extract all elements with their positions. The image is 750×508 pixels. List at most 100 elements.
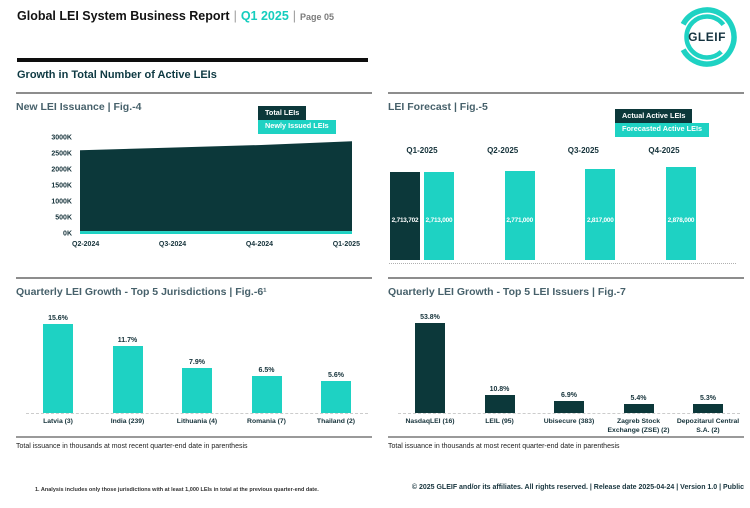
bar-value-label: 7.9% [189, 359, 205, 366]
category-label: Q4-2025 [648, 146, 680, 155]
y-tick-label: 2000K [51, 166, 72, 174]
section-divider-bar [17, 58, 368, 62]
category-label: India (239) [110, 418, 145, 425]
bar-value-label: 6.5% [258, 367, 275, 374]
bar-value-label: 2,817,000 [586, 217, 614, 224]
baseline-fig5 [389, 263, 736, 264]
report-period: Q1 2025 [240, 9, 289, 23]
report-page-number: Page 05 [300, 12, 335, 22]
category-label: Q1-2025 [406, 146, 438, 155]
x-tick-label: Q2-2024 [72, 241, 100, 248]
y-tick-label: 1500K [51, 182, 72, 190]
category-label: Q3-2025 [567, 146, 599, 155]
category-label: LEIL (95) [485, 418, 514, 425]
category-label: Zagreb Stock Exchange (ZSE) (2) [607, 418, 670, 434]
bar [693, 404, 723, 413]
forecast-bar-group: Q4-2025 2,878,000 [631, 146, 697, 260]
category-label: Romania (7) [247, 418, 286, 425]
bar-chart-fig6: 15.6% 11.7% 7.9% 6.5% 5.6% [26, 303, 368, 414]
y-tick-label: 3000K [51, 134, 72, 142]
bar [321, 381, 351, 413]
bar-column: 10.8% [468, 386, 532, 413]
bar-column: 7.9% [165, 359, 229, 413]
bar [623, 403, 654, 413]
legend-item: Newly Issued LEIs [258, 119, 336, 134]
bar-value-label: 2,771,000 [506, 217, 533, 224]
logo-text: GLEIF [688, 30, 726, 44]
bar-value-label: 5.4% [630, 394, 647, 402]
chart-title-fig6: Quarterly LEI Growth - Top 5 Jurisdictio… [16, 286, 267, 298]
header-separator-2: | [292, 9, 297, 23]
bar-value-label: 5.6% [328, 372, 344, 380]
bar-column: 6.5% [235, 367, 299, 413]
panel-top5-issuers: Quarterly LEI Growth - Top 5 LEI Issuers… [388, 277, 744, 461]
logo-rings-icon [677, 7, 737, 67]
chart-note-fig6: Total issuance in thousands at most rece… [16, 443, 248, 450]
bar-column: 5.6% [304, 372, 368, 413]
note-divider [388, 436, 744, 438]
forecast-bar-group: Q3-2025 2,817,000 [550, 146, 616, 260]
y-axis-fig4: 3000K 2500K 2000K 1500K 1000K 500K 0K [28, 134, 72, 238]
bar-actual: 2,713,702 [390, 172, 420, 260]
legend-fig5: Actual Active LEIs Forecasted Active LEIs [615, 109, 710, 137]
x-axis-fig4: Q2-2024 Q3-2024 Q4-2024 Q1-2025 [72, 241, 360, 248]
header-separator: | [233, 9, 237, 23]
bar-value-label: 11.7% [117, 337, 138, 345]
x-tick-label: Q4-2024 [245, 241, 274, 248]
bar-value-label: 2,713,000 [425, 217, 453, 224]
bar [484, 394, 515, 413]
y-tick-label: 0K [63, 230, 72, 238]
bar [182, 368, 212, 413]
panel-lei-forecast: LEI Forecast | Fig.-5 Actual Active LEIs… [388, 92, 744, 276]
forecast-bar-chart: Q1-2025 2,713,702 2,713,000 Q2-2025 2,771,00… [389, 146, 697, 260]
panel-top5-jurisdictions: Quarterly LEI Growth - Top 5 Jurisdictio… [16, 277, 372, 461]
bar-column: 5.4% [607, 395, 671, 413]
report-title: Global LEI System Business Report [17, 9, 230, 23]
category-label: Q2-2025 [487, 146, 519, 155]
chart-note-fig7: Total issuance in thousands at most rece… [388, 443, 620, 450]
category-label: Depozitarul Central S.A. (2) [676, 418, 740, 434]
bar-value-label: 15.6% [48, 315, 68, 323]
bar [554, 401, 584, 413]
bar-chart-fig7: 53.8% 10.8% 6.9% 5.4% 5.3% [398, 303, 740, 414]
category-label: Ubisecure (383) [543, 418, 595, 425]
area-chart-fig4 [80, 138, 352, 234]
category-label: NasdaqLEI (16) [405, 418, 455, 425]
bar-value-label: 5.3% [700, 395, 716, 403]
bar-value-label: 2,713,702 [391, 217, 419, 224]
bar-column: 53.8% [398, 314, 462, 413]
bar [112, 346, 143, 413]
section-heading: Growth in Total Number of Active LEIs [17, 69, 217, 81]
bar-value-label: 10.8% [489, 385, 510, 393]
bar-forecast: 2,771,000 [504, 170, 535, 260]
report-header: Global LEI System Business Report | Q1 202… [17, 9, 334, 23]
legend-item: Actual Active LEIs [615, 109, 693, 123]
category-axis-fig7: NasdaqLEI (16) LEIL (95) Ubisecure (383) Za… [398, 418, 740, 436]
chart-title-fig4: New LEI Issuance | Fig.-4 [16, 101, 142, 113]
bar-column: 5.3% [676, 395, 740, 413]
bar-value-label: 6.9% [561, 392, 577, 400]
footnote: 1. Analysis includes only those jurisdic… [35, 487, 319, 493]
bar-column: 15.6% [26, 315, 90, 413]
category-label: Lithuania (4) [176, 418, 218, 425]
category-label: Thailand (2) [316, 418, 356, 425]
category-label: Latvia (3) [43, 418, 73, 425]
y-tick-label: 2500K [51, 150, 72, 158]
bar [415, 322, 445, 413]
bar-value-label: 53.8% [420, 313, 440, 321]
legend-item: Forecasted Active LEIs [615, 122, 710, 137]
bar-forecast: 2,713,000 [424, 172, 454, 260]
forecast-bar-group: Q1-2025 2,713,702 2,713,000 [389, 146, 455, 260]
bar [251, 376, 282, 413]
legend-item: Total LEIs [258, 106, 307, 120]
bar [43, 324, 73, 413]
chart-title-fig7: Quarterly LEI Growth - Top 5 LEI Issuers… [388, 286, 626, 298]
copyright-footer: © 2025 GLEIF and/or its affiliates. All … [411, 484, 744, 491]
bar-column: 6.9% [537, 392, 601, 413]
bar-column: 11.7% [96, 337, 160, 413]
bar-value-label: 2,878,000 [667, 217, 695, 224]
area-chart-svg [80, 141, 352, 234]
legend-fig4: Total LEIs Newly Issued LEIs [258, 106, 336, 134]
bar-forecast: 2,878,000 [665, 167, 696, 260]
